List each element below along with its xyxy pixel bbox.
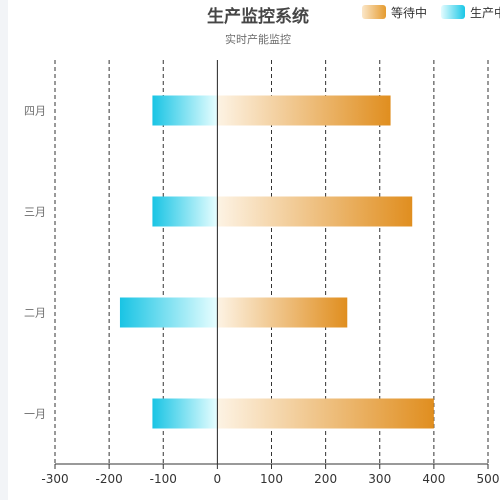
chart-subtitle: 实时产能监控 [225, 33, 291, 46]
legend-item-producing[interactable]: 生产中 [441, 4, 500, 20]
bar-waiting-1[interactable] [217, 297, 348, 328]
legend-label-producing: 生产中 [470, 5, 500, 20]
bar-waiting-3[interactable] [217, 95, 391, 126]
bar-waiting-2[interactable] [217, 196, 413, 227]
x-tick-label: 400 [422, 472, 445, 486]
x-tick-label: 0 [214, 472, 222, 486]
legend-label-waiting: 等待中 [391, 5, 428, 20]
legend-swatch-waiting [362, 5, 386, 19]
bar-producing-3[interactable] [152, 95, 218, 126]
x-tick-label: 200 [314, 472, 337, 486]
bar-producing-2[interactable] [152, 196, 218, 227]
bar-waiting-0[interactable] [217, 398, 434, 429]
x-tick-label: 100 [260, 472, 283, 486]
chart-title: 生产监控系统 [207, 7, 309, 27]
x-tick-label: 500 [477, 472, 500, 486]
y-category-label: 四月 [24, 105, 46, 118]
x-tick-label: -200 [96, 472, 123, 486]
bar-producing-1[interactable] [119, 297, 218, 328]
x-tick-label: -100 [150, 472, 177, 486]
x-tick-label: -300 [41, 472, 68, 486]
y-category-label: 三月 [24, 206, 46, 219]
bar-producing-0[interactable] [152, 398, 218, 429]
y-category-label: 一月 [24, 408, 46, 421]
legend-swatch-producing [441, 5, 465, 19]
legend-item-waiting[interactable]: 等待中 [362, 4, 427, 20]
y-category-label: 二月 [24, 307, 46, 320]
left-edge-strip [0, 0, 8, 500]
x-tick-label: 300 [368, 472, 391, 486]
